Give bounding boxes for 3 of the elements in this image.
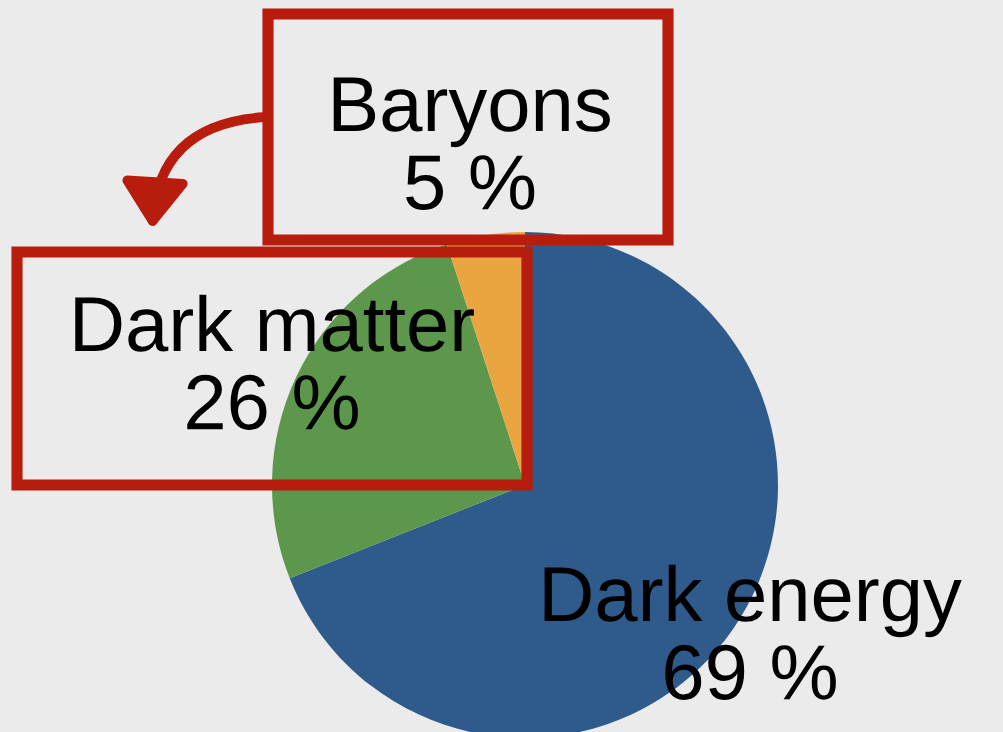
slice-label: Baryons bbox=[333, 77, 610, 148]
data-label: 5 % bbox=[406, 155, 535, 210]
data-label: 26 % bbox=[187, 374, 358, 430]
